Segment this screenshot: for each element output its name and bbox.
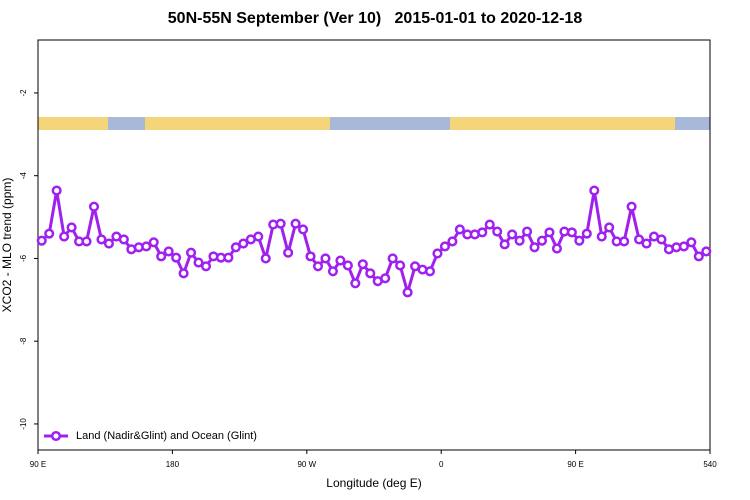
x-tick-label: 0 bbox=[439, 460, 444, 469]
point bbox=[402, 287, 413, 298]
point bbox=[156, 251, 167, 262]
point bbox=[275, 218, 286, 229]
y-tick-label: -2 bbox=[19, 89, 28, 97]
point bbox=[492, 226, 503, 237]
point bbox=[36, 235, 47, 246]
x-tick-label: 90 W bbox=[297, 460, 316, 469]
point bbox=[350, 278, 361, 289]
point bbox=[686, 237, 697, 248]
point bbox=[551, 243, 562, 254]
point bbox=[200, 261, 212, 272]
chart-title: 50N-55N September (Ver 10) 2015-01-01 to… bbox=[168, 10, 583, 27]
point bbox=[701, 246, 712, 257]
point bbox=[253, 231, 264, 242]
series-line bbox=[40, 190, 708, 298]
point bbox=[335, 255, 346, 266]
point bbox=[320, 253, 331, 264]
point bbox=[103, 238, 114, 249]
point bbox=[656, 234, 667, 245]
point bbox=[634, 234, 645, 245]
x-axis-label: Longitude (deg E) bbox=[326, 476, 421, 490]
point bbox=[574, 235, 585, 246]
point bbox=[66, 222, 77, 233]
point bbox=[641, 238, 652, 249]
point bbox=[499, 239, 510, 250]
point bbox=[447, 236, 458, 247]
plot-frame bbox=[37, 39, 711, 451]
point bbox=[514, 235, 525, 246]
point bbox=[626, 201, 637, 212]
point bbox=[522, 226, 533, 237]
point bbox=[529, 242, 540, 253]
point bbox=[693, 251, 704, 262]
x-tick-label: 180 bbox=[166, 460, 180, 469]
point bbox=[88, 201, 100, 212]
point bbox=[260, 253, 271, 264]
point bbox=[59, 231, 70, 242]
point bbox=[365, 268, 376, 279]
point bbox=[118, 234, 129, 245]
point bbox=[51, 185, 62, 196]
point bbox=[596, 231, 607, 242]
map-strip bbox=[38, 117, 710, 130]
point bbox=[44, 228, 55, 239]
point bbox=[619, 236, 630, 247]
point bbox=[327, 266, 338, 277]
point bbox=[581, 228, 592, 239]
x-tick-label: 90 E bbox=[567, 460, 583, 469]
point bbox=[290, 218, 301, 229]
point bbox=[484, 219, 495, 230]
point bbox=[380, 273, 391, 284]
y-tick-label: -6 bbox=[19, 254, 28, 262]
point bbox=[544, 227, 555, 238]
point bbox=[678, 241, 689, 252]
point bbox=[193, 257, 204, 268]
point bbox=[223, 252, 234, 263]
land-strip bbox=[450, 117, 675, 130]
point bbox=[477, 227, 488, 238]
legend-marker bbox=[50, 430, 62, 442]
point bbox=[283, 247, 294, 258]
x-tick-label: 540 bbox=[703, 460, 717, 469]
point bbox=[141, 241, 152, 252]
point bbox=[342, 260, 353, 271]
point bbox=[96, 234, 107, 245]
y-axis-label: XCO2 - MLO trend (ppm) bbox=[0, 178, 14, 313]
point bbox=[186, 247, 197, 258]
y-tick-label: -10 bbox=[19, 418, 28, 430]
y-tick-label: -8 bbox=[19, 337, 28, 345]
point bbox=[312, 261, 324, 272]
x-tick-label: 90 E bbox=[30, 460, 46, 469]
legend-label: Land (Nadir&Glint) and Ocean (Glint) bbox=[76, 430, 257, 442]
land-strip bbox=[145, 117, 330, 130]
point bbox=[454, 224, 465, 235]
point bbox=[298, 224, 309, 235]
point bbox=[238, 238, 249, 249]
point bbox=[439, 241, 450, 252]
point bbox=[566, 227, 577, 238]
point bbox=[507, 229, 518, 240]
point bbox=[171, 252, 182, 263]
point bbox=[604, 222, 615, 233]
point bbox=[395, 260, 406, 271]
point bbox=[148, 237, 159, 248]
land-strip bbox=[38, 117, 108, 130]
y-tick-label: -4 bbox=[19, 172, 28, 180]
point bbox=[424, 266, 436, 277]
point bbox=[178, 268, 189, 279]
point bbox=[536, 235, 548, 246]
point bbox=[387, 253, 398, 264]
point bbox=[432, 248, 443, 259]
point bbox=[230, 242, 241, 253]
point bbox=[305, 251, 316, 262]
point bbox=[163, 246, 174, 257]
point bbox=[589, 185, 600, 196]
point bbox=[357, 259, 368, 270]
point bbox=[81, 236, 92, 247]
